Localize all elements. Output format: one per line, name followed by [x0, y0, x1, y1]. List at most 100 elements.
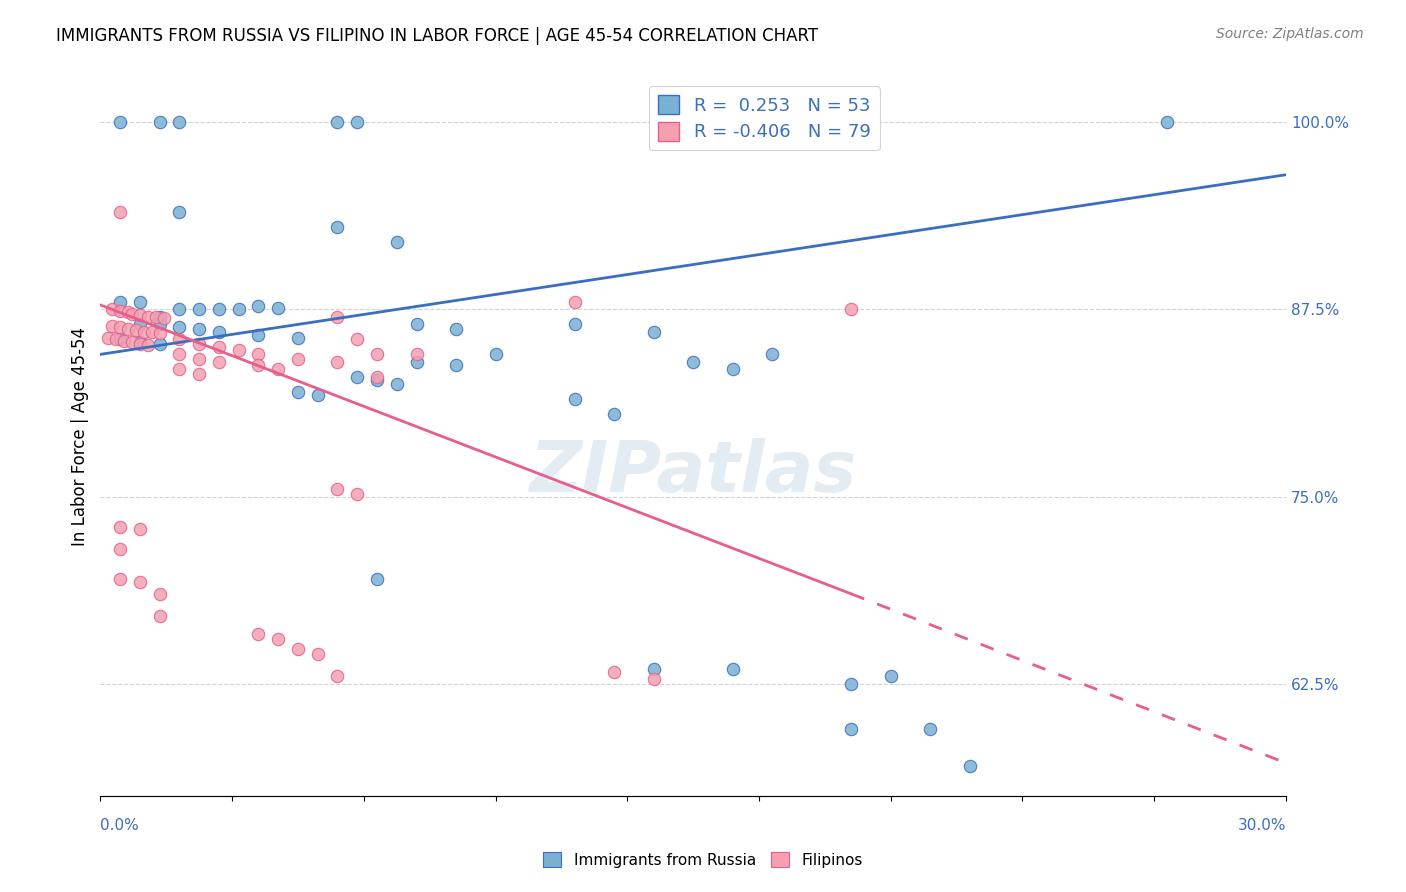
- Point: [1156, 115, 1178, 129]
- Text: Source: ZipAtlas.com: Source: ZipAtlas.com: [1216, 27, 1364, 41]
- Point: [326, 310, 349, 324]
- Point: [721, 662, 744, 676]
- Point: [169, 205, 191, 219]
- Point: [208, 325, 231, 339]
- Point: [839, 115, 862, 129]
- Point: [326, 115, 349, 129]
- Point: [761, 347, 783, 361]
- Point: [247, 327, 270, 342]
- Point: [405, 347, 427, 361]
- Point: [125, 323, 148, 337]
- Point: [208, 302, 231, 317]
- Point: [112, 334, 135, 348]
- Point: [108, 519, 131, 533]
- Point: [149, 310, 172, 324]
- Point: [326, 220, 349, 235]
- Point: [108, 572, 131, 586]
- Point: [108, 541, 131, 556]
- Point: [169, 302, 191, 317]
- Point: [105, 332, 128, 346]
- Point: [346, 332, 368, 346]
- Point: [326, 355, 349, 369]
- Point: [136, 310, 159, 324]
- Point: [149, 337, 172, 351]
- Legend: Immigrants from Russia, Filipinos: Immigrants from Russia, Filipinos: [536, 844, 870, 875]
- Point: [145, 310, 167, 324]
- Point: [128, 335, 150, 350]
- Point: [287, 642, 309, 657]
- Point: [141, 325, 163, 339]
- Point: [366, 369, 388, 384]
- Point: [117, 322, 139, 336]
- Point: [839, 722, 862, 736]
- Point: [128, 574, 150, 589]
- Point: [169, 320, 191, 334]
- Point: [149, 609, 172, 624]
- Point: [128, 523, 150, 537]
- Point: [366, 572, 388, 586]
- Point: [326, 482, 349, 496]
- Point: [149, 326, 172, 341]
- Point: [444, 358, 467, 372]
- Point: [247, 300, 270, 314]
- Point: [346, 115, 368, 129]
- Point: [108, 205, 131, 219]
- Point: [307, 647, 329, 661]
- Point: [208, 355, 231, 369]
- Point: [128, 337, 150, 351]
- Point: [287, 351, 309, 366]
- Point: [564, 392, 586, 407]
- Point: [128, 295, 150, 310]
- Point: [169, 347, 191, 361]
- Point: [366, 373, 388, 387]
- Point: [346, 369, 368, 384]
- Point: [405, 355, 427, 369]
- Text: ZIPatlas: ZIPatlas: [530, 438, 856, 508]
- Point: [101, 318, 124, 333]
- Point: [721, 362, 744, 376]
- Point: [287, 331, 309, 345]
- Point: [188, 337, 211, 351]
- Point: [117, 305, 139, 319]
- Point: [108, 295, 131, 310]
- Point: [839, 302, 862, 317]
- Point: [136, 338, 159, 352]
- Point: [208, 340, 231, 354]
- Point: [603, 665, 626, 679]
- Point: [643, 672, 665, 686]
- Point: [132, 325, 155, 339]
- Point: [121, 307, 143, 321]
- Point: [108, 332, 131, 346]
- Point: [97, 331, 120, 345]
- Text: 0.0%: 0.0%: [100, 818, 139, 833]
- Point: [188, 351, 211, 366]
- Point: [108, 304, 131, 318]
- Point: [959, 759, 981, 773]
- Point: [326, 669, 349, 683]
- Point: [385, 235, 408, 249]
- Legend: R =  0.253   N = 53, R = -0.406   N = 79: R = 0.253 N = 53, R = -0.406 N = 79: [648, 87, 880, 151]
- Point: [188, 302, 211, 317]
- Y-axis label: In Labor Force | Age 45-54: In Labor Force | Age 45-54: [72, 327, 89, 546]
- Point: [108, 320, 131, 334]
- Point: [444, 322, 467, 336]
- Point: [484, 347, 506, 361]
- Point: [603, 407, 626, 421]
- Point: [267, 301, 290, 315]
- Point: [128, 309, 150, 323]
- Point: [149, 318, 172, 332]
- Point: [385, 377, 408, 392]
- Point: [643, 325, 665, 339]
- Point: [169, 362, 191, 376]
- Point: [287, 384, 309, 399]
- Point: [564, 318, 586, 332]
- Point: [152, 311, 174, 326]
- Point: [682, 355, 704, 369]
- Point: [169, 115, 191, 129]
- Point: [247, 358, 270, 372]
- Point: [228, 343, 250, 357]
- Point: [149, 115, 172, 129]
- Point: [121, 335, 143, 350]
- Text: 30.0%: 30.0%: [1237, 818, 1286, 833]
- Point: [228, 302, 250, 317]
